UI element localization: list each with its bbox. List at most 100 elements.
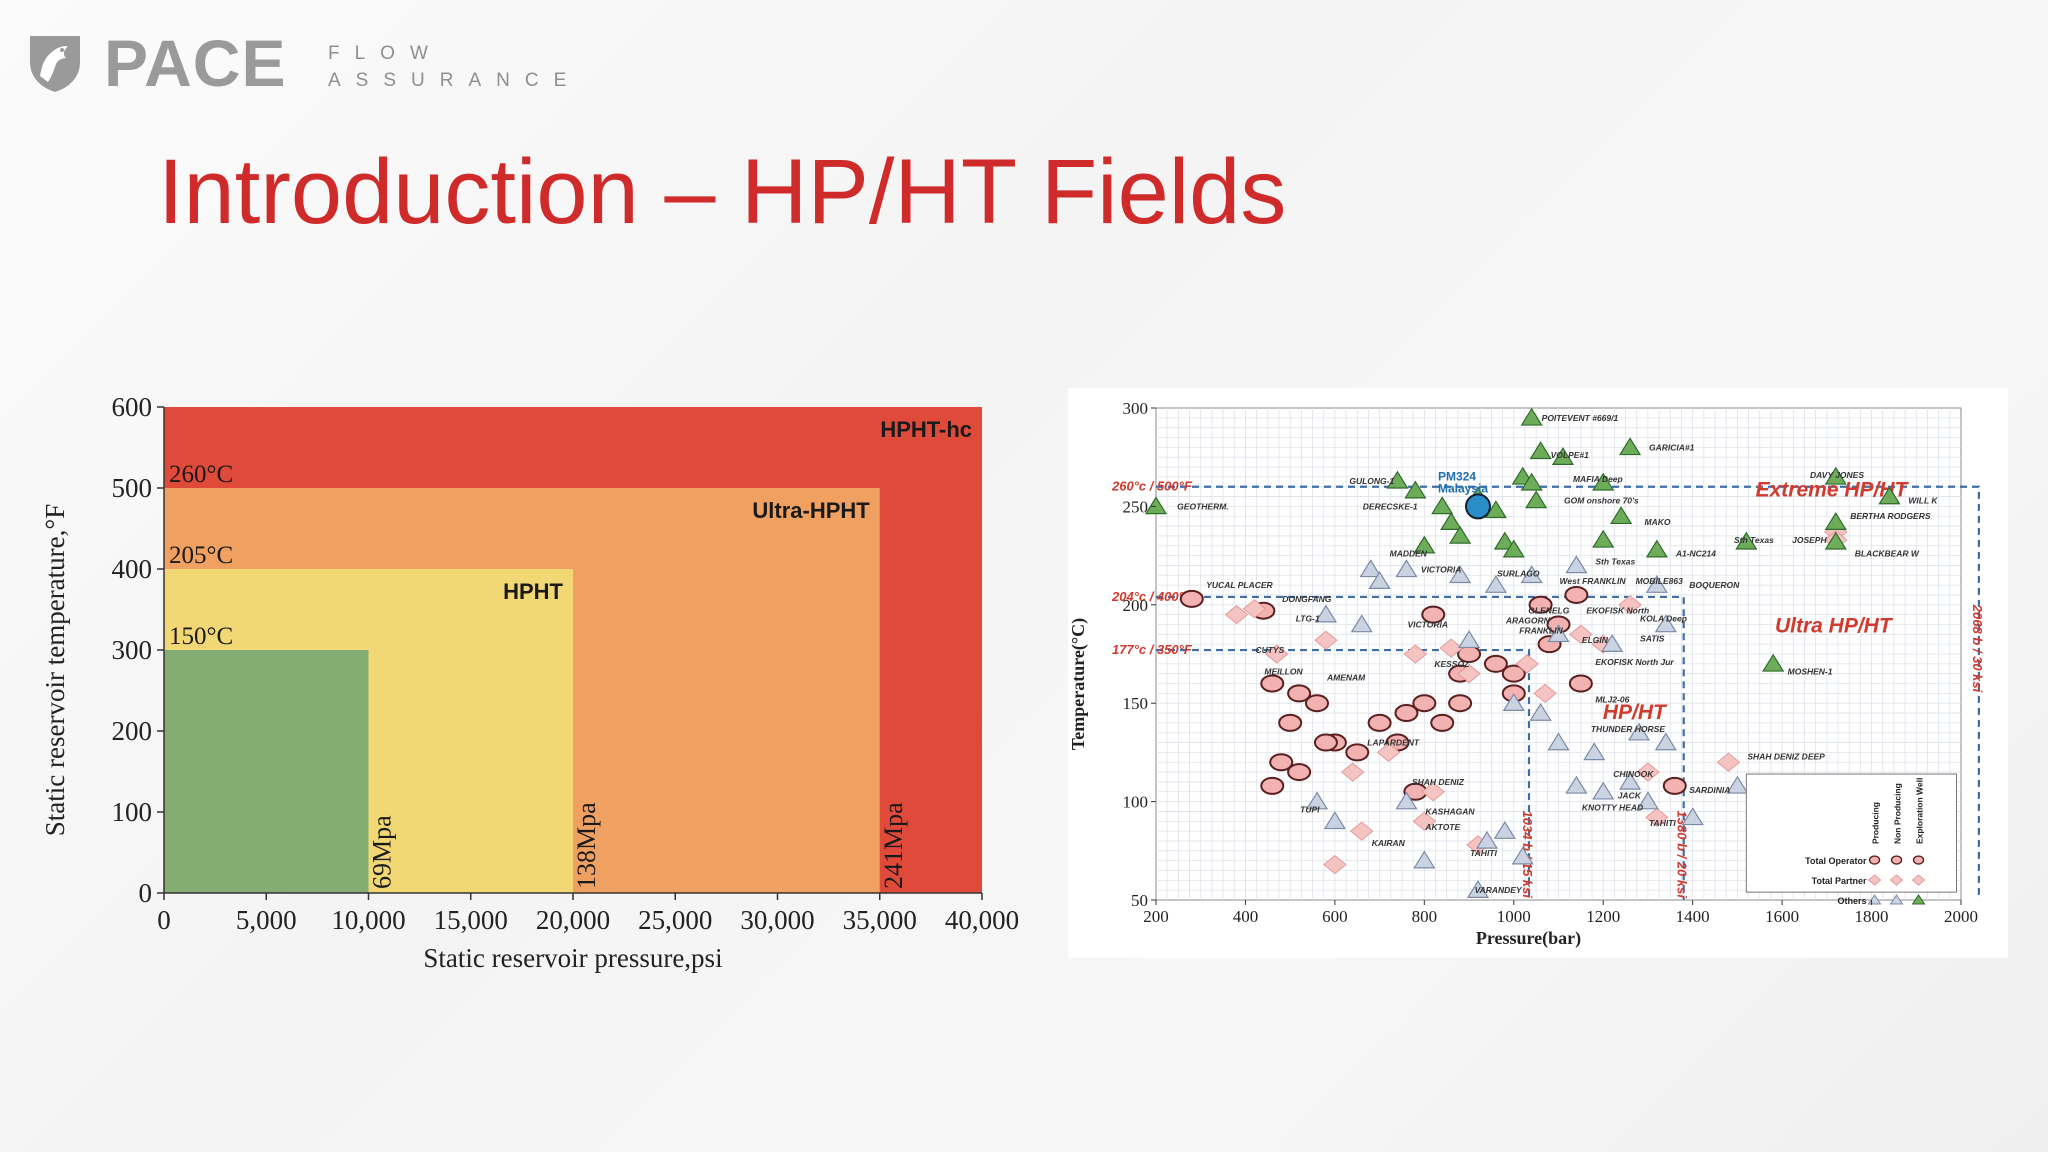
operator-circle-marker — [1179, 589, 1204, 608]
partner-diamond-marker — [1457, 664, 1481, 684]
legend-box — [1745, 773, 1958, 893]
legend-diamond-marker — [1889, 874, 1904, 886]
other-triangle-marker — [1395, 791, 1418, 810]
other-triangle-marker — [1878, 486, 1901, 505]
x-tick-label: 800 — [1412, 907, 1438, 926]
field-name-annotation: JACK — [1618, 791, 1642, 801]
x-tick-label: 25,000 — [638, 905, 712, 935]
field-name-annotation: CUTYS — [1255, 645, 1284, 655]
x-tick-label: 600 — [1322, 907, 1348, 926]
other-triangle-marker — [1493, 820, 1516, 839]
field-name-annotation: FRANKLIN — [1519, 625, 1563, 635]
field-name-annotation: GLENELG — [1528, 606, 1569, 616]
operator-circle-marker — [1278, 713, 1303, 732]
field-name-annotation: MEILLON — [1264, 667, 1303, 677]
legend-triangle-marker — [1911, 894, 1926, 905]
partner-diamond-marker — [1242, 599, 1267, 619]
other-triangle-marker — [1583, 742, 1606, 761]
field-name-annotation: BLACKBEAR W — [1855, 549, 1920, 559]
legend-triangle-marker — [1889, 894, 1904, 905]
other-triangle-marker — [1525, 490, 1548, 509]
other-triangle-marker — [1350, 614, 1373, 633]
region-name-label: HPHT-hc — [880, 417, 972, 442]
other-triangle-marker — [1592, 472, 1615, 491]
other-triangle-marker — [1601, 634, 1624, 652]
y-tick-label: 100 — [1123, 793, 1149, 812]
temperature-threshold-label: 260°C — [169, 461, 233, 488]
field-name-annotation: KNOTTY HEAD — [1582, 803, 1643, 813]
other-triangle-marker — [1323, 811, 1346, 830]
legend-column-label: Non Producing — [1893, 783, 1903, 844]
pressure-threshold-label: 69Mpa — [368, 815, 397, 889]
other-triangle-marker — [1824, 512, 1847, 530]
other-triangle-marker — [1359, 559, 1382, 578]
region-chart-svg: HPHT-hc Ultra-HPHT HPHT 260°C 205°C 150°C 241M… — [40, 392, 1019, 973]
highlight-label: Malaysia — [1438, 481, 1488, 495]
other-triangle-marker — [1592, 781, 1615, 800]
temperature-threshold-label: 205°C — [169, 542, 233, 569]
other-triangle-marker — [1618, 771, 1642, 790]
field-name-annotation: A1-NC214 — [1675, 549, 1716, 559]
other-triangle-marker — [1529, 702, 1552, 721]
other-triangle-marker — [1449, 525, 1472, 544]
field-name-annotation: GULONG-1 — [1349, 476, 1394, 486]
other-triangle-marker — [1547, 732, 1570, 751]
partner-diamond-marker — [1515, 654, 1539, 674]
other-triangle-marker — [1520, 472, 1543, 491]
x-tick-label: 1800 — [1855, 907, 1889, 926]
y-tick-label: 600 — [112, 392, 153, 422]
slide-title: Introduction – HP/HT Fields — [158, 141, 1287, 243]
partner-diamond-marker — [1533, 683, 1557, 704]
x-tick-label: 400 — [1233, 907, 1259, 926]
legend-column-label: Exploration Well — [1915, 778, 1925, 844]
temperature-threshold-label: 150°C — [169, 623, 233, 650]
operator-circle-marker — [1313, 733, 1338, 752]
partner-diamond-marker — [1314, 630, 1338, 650]
hpht-fields-scatter-chart: Extreme HP/HT Ultra HP/HT HP/HT 260°c / 500… — [1068, 388, 2008, 958]
legend-circle-marker — [1912, 855, 1925, 865]
operator-circle-marker — [1662, 776, 1687, 795]
other-triangle-marker — [1520, 407, 1543, 426]
highlight-label: PM324 — [1438, 469, 1476, 483]
company-logo: PACE — [26, 28, 286, 98]
partner-diamond-marker — [1376, 742, 1401, 763]
operator-circle-marker — [1528, 595, 1553, 614]
partner-diamond-marker — [1264, 644, 1289, 664]
operator-circle-marker — [1305, 694, 1329, 713]
x-tick-label: 200 — [1143, 907, 1169, 926]
field-name-annotation: MOSHEN-1 — [1788, 667, 1833, 677]
other-triangle-marker — [1529, 441, 1552, 460]
y-tick-label: 100 — [112, 797, 153, 827]
field-name-annotation: KASHAGAN — [1425, 806, 1475, 816]
field-name-annotation: BOQUERON — [1689, 580, 1740, 590]
other-triangle-marker — [1636, 791, 1660, 810]
scatter-chart-svg: Extreme HP/HT Ultra HP/HT HP/HT 260°c / 500… — [1068, 399, 1985, 949]
field-name-annotation: EKOFISK North — [1586, 606, 1649, 616]
legend-circle-marker — [1890, 855, 1903, 865]
logo-subtitle-line2: ASSURANCE — [328, 70, 582, 91]
field-name-annotation: ARAGORN — [1505, 616, 1551, 626]
x-tick-label: 1000 — [1497, 907, 1531, 926]
field-name-annotation: SHAH DENIZ DEEP — [1747, 751, 1825, 761]
operator-circle-marker — [1421, 605, 1446, 624]
field-name-annotation: TUPI — [1300, 804, 1320, 814]
x-tick-label: 10,000 — [331, 905, 405, 935]
legend-row-label: Total Partner — [1812, 876, 1867, 886]
field-name-annotation: AMENAM — [1326, 673, 1366, 683]
partner-diamond-marker — [1569, 624, 1593, 644]
shield-horse-icon — [30, 36, 80, 92]
x-tick-label: 5,000 — [236, 905, 297, 935]
other-triangle-marker — [1493, 531, 1516, 550]
operator-circle-marker — [1430, 713, 1455, 732]
field-name-annotation: SHAH DENIZ — [1412, 777, 1465, 787]
field-name-annotation: KESSOZ — [1434, 659, 1470, 669]
field-name-annotation: BERTHA RODGERS — [1850, 511, 1931, 521]
field-name-annotation: GOM onshore 70's — [1564, 495, 1639, 505]
operator-circle-marker — [1501, 664, 1526, 683]
field-name-annotation: MAKO — [1645, 517, 1671, 527]
legend-column-label: Producing — [1871, 802, 1881, 844]
x-axis-title: Static reservoir pressure,psi — [423, 943, 722, 973]
other-triangle-marker — [1466, 880, 1490, 898]
field-name-annotation: MADDEN — [1390, 549, 1428, 559]
other-triangle-marker — [1610, 506, 1633, 525]
